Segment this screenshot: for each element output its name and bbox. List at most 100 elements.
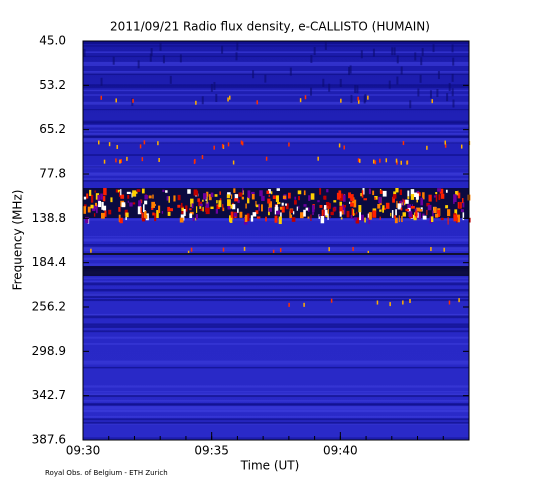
hot-pixel <box>104 210 107 217</box>
stripe <box>83 84 469 86</box>
hot-pixel <box>408 211 413 218</box>
sparse-pixel <box>227 142 230 147</box>
stripe <box>83 277 469 279</box>
stripe <box>83 330 469 333</box>
hot-pixel <box>320 215 325 224</box>
hot-pixel <box>407 190 410 197</box>
hot-pixel <box>405 208 410 212</box>
hot-pixel <box>374 196 378 200</box>
hot-pixel <box>328 204 331 210</box>
diagonal-streak <box>446 93 449 102</box>
hot-pixel <box>458 201 461 209</box>
hot-pixel <box>132 190 137 197</box>
x-tick-label: 09:40 <box>323 444 358 458</box>
hot-pixel <box>407 207 411 212</box>
stripe <box>83 140 469 143</box>
y-tick-label: 184.4 <box>32 255 66 269</box>
dark-line <box>83 253 469 255</box>
stripe <box>83 244 469 246</box>
sparse-pixel <box>158 157 160 162</box>
sparse-pixel <box>279 248 282 253</box>
diagonal-streak <box>452 57 455 66</box>
stripe <box>83 94 469 96</box>
hot-pixel <box>230 204 233 209</box>
hot-pixel <box>277 202 281 205</box>
hot-pixel <box>431 216 434 223</box>
diagonal-streak <box>437 71 440 80</box>
hot-pixel <box>94 202 98 208</box>
hot-pixel <box>356 211 358 215</box>
diagonal-streak <box>356 85 359 94</box>
stripe <box>83 385 469 388</box>
hot-pixel <box>127 194 130 199</box>
sparse-pixel <box>376 300 379 305</box>
hot-pixel <box>191 203 194 209</box>
sparse-pixel <box>430 247 432 252</box>
hot-pixel <box>219 191 221 195</box>
hot-pixel <box>300 212 304 219</box>
hot-pixel <box>120 194 125 199</box>
hot-pixel <box>359 212 362 221</box>
hot-pixel <box>214 194 218 197</box>
hot-pixel <box>222 207 225 212</box>
hot-pixel <box>148 195 152 199</box>
hot-pixel <box>405 199 409 204</box>
stripe <box>83 315 469 319</box>
sparse-pixel <box>400 160 402 165</box>
sparse-pixel <box>139 144 142 149</box>
hot-pixel <box>281 202 284 206</box>
hot-pixel <box>142 204 145 213</box>
hot-pixel <box>144 194 148 200</box>
hot-pixel <box>101 201 104 210</box>
hot-pixel <box>195 214 198 220</box>
hot-pixel <box>368 188 371 195</box>
hot-pixel <box>447 217 449 225</box>
hot-pixel <box>267 198 271 204</box>
stripe <box>83 293 469 297</box>
hot-pixel <box>84 204 87 208</box>
hot-pixel <box>377 204 381 209</box>
hot-pixel <box>158 205 161 214</box>
sparse-pixel <box>409 298 411 303</box>
sparse-pixel <box>359 158 361 163</box>
hot-pixel <box>196 190 199 197</box>
hot-pixel <box>457 192 461 199</box>
hot-pixel <box>296 206 298 211</box>
stripe <box>83 363 469 365</box>
hot-pixel <box>141 217 146 222</box>
hot-pixel <box>227 199 231 207</box>
hot-pixel <box>382 205 384 213</box>
hot-pixel <box>410 189 415 197</box>
spectrum <box>83 41 471 439</box>
hot-pixel <box>426 209 428 216</box>
sparse-pixel <box>299 98 302 103</box>
stripe <box>83 129 469 132</box>
hot-pixel <box>227 192 231 196</box>
hot-pixel <box>232 202 234 206</box>
diagonal-streak <box>215 93 218 102</box>
hot-pixel <box>350 201 354 207</box>
hot-pixel <box>285 203 287 206</box>
hot-pixel <box>169 208 174 212</box>
sparse-pixel <box>187 250 190 255</box>
hot-pixel <box>317 200 320 203</box>
hot-pixel <box>152 212 155 216</box>
hot-pixel <box>355 217 360 224</box>
hot-pixel <box>339 193 344 201</box>
stripe <box>83 257 469 260</box>
hot-pixel <box>98 200 101 203</box>
hot-pixel <box>103 188 107 196</box>
diagonal-streak <box>310 87 313 96</box>
sparse-pixel <box>304 95 307 100</box>
hot-pixel <box>255 210 259 214</box>
sparse-pixel <box>379 158 381 163</box>
hot-pixel <box>368 216 371 224</box>
hot-pixel <box>117 189 120 193</box>
hot-pixel <box>276 188 280 191</box>
sparse-pixel <box>444 143 447 148</box>
hot-pixel <box>189 211 194 215</box>
diagonal-streak <box>213 81 216 90</box>
diagonal-streak <box>391 47 394 56</box>
stripe <box>83 238 469 241</box>
sparse-pixel <box>374 160 377 165</box>
